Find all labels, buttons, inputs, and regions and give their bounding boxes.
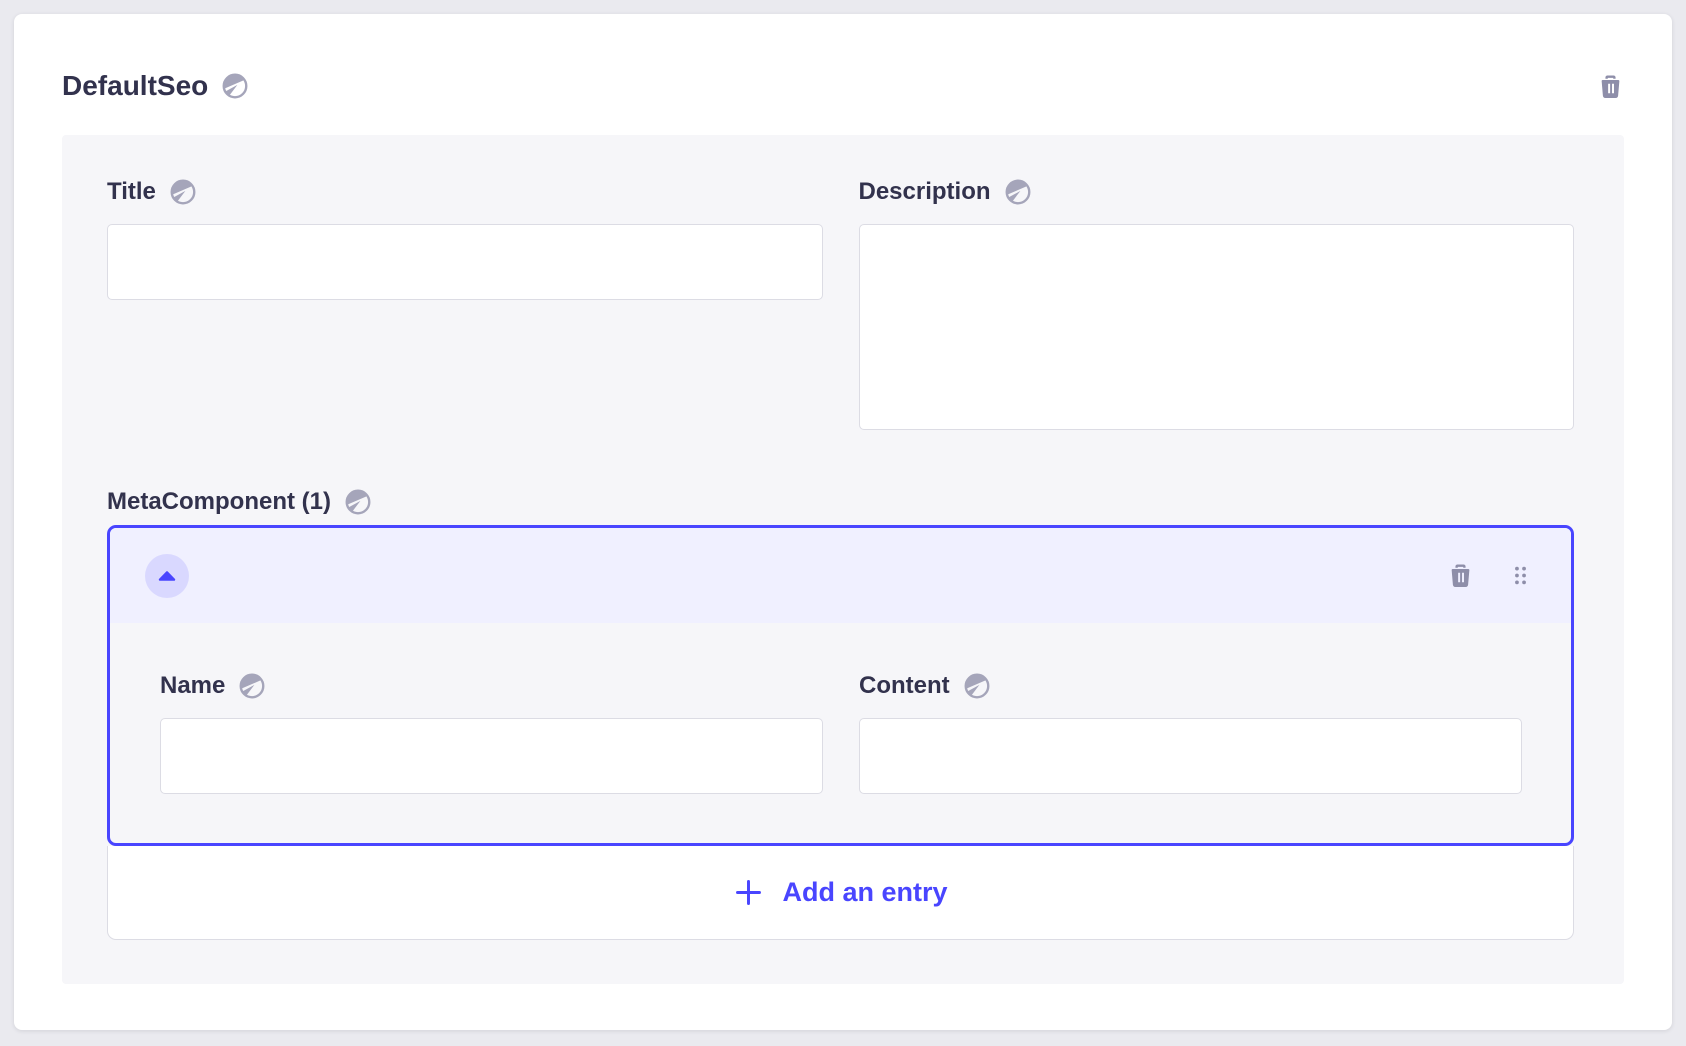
add-entry-button[interactable]: Add an entry (733, 877, 948, 908)
drag-handle-icon[interactable] (1508, 563, 1533, 588)
title-input[interactable] (107, 224, 823, 300)
delete-component-button[interactable] (1597, 73, 1624, 100)
content-field-group: Content (859, 671, 1522, 794)
title-field-label-row: Title (107, 177, 823, 207)
metacomponent-entry-body: Name Content (110, 623, 1571, 843)
entry-fields-row: Name Content (160, 671, 1522, 794)
delete-entry-button[interactable] (1447, 562, 1474, 589)
component-fields-panel: Title Description MetaComponent (1) (62, 135, 1624, 984)
metacomponent-entry-header (110, 528, 1571, 623)
metacomponent-entry: Name Content (107, 525, 1574, 846)
metacomponent-label-row: MetaComponent (1) (107, 487, 1574, 517)
seo-fields-row: Title Description (107, 177, 1574, 435)
content-field-label: Content (859, 672, 950, 699)
name-field-label: Name (160, 672, 226, 699)
globe-icon (345, 489, 371, 515)
name-field-group: Name (160, 671, 823, 794)
title-field-group: Title (107, 177, 823, 300)
description-textarea[interactable] (858, 224, 1574, 430)
globe-icon (170, 179, 196, 205)
component-card-header: DefaultSeo (62, 14, 1624, 102)
description-field-label-row: Description (859, 177, 1575, 207)
trash-icon (1447, 562, 1474, 589)
globe-icon (239, 673, 265, 699)
component-card: DefaultSeo Title (14, 14, 1672, 1030)
name-input[interactable] (160, 718, 823, 794)
metacomponent-label: MetaComponent (1) (107, 488, 331, 515)
content-field-label-row: Content (859, 671, 1522, 701)
trash-icon (1597, 73, 1624, 100)
entry-actions (1447, 562, 1533, 589)
collapse-entry-button[interactable] (145, 553, 189, 598)
description-field-group: Description (858, 177, 1575, 435)
add-entry-label: Add an entry (782, 877, 948, 907)
plus-icon (733, 877, 764, 908)
globe-icon (964, 673, 990, 699)
globe-icon (222, 73, 248, 99)
title-field-label: Title (107, 178, 156, 205)
component-title: DefaultSeo (62, 70, 209, 101)
content-input[interactable] (859, 718, 1522, 794)
add-entry-footer: Add an entry (107, 846, 1574, 940)
description-field-label: Description (858, 178, 991, 205)
name-field-label-row: Name (160, 671, 823, 701)
globe-icon (1005, 179, 1031, 205)
chevron-up-icon (154, 563, 180, 589)
component-title-group: DefaultSeo (62, 70, 248, 102)
